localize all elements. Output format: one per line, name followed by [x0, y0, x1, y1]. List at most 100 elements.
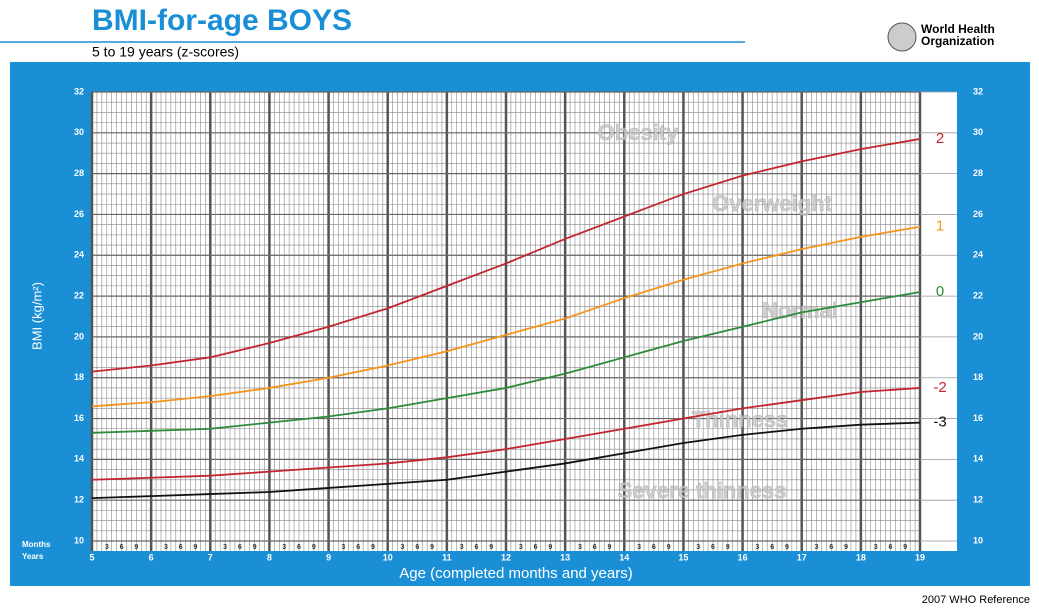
- y2-tick-label: 14: [973, 454, 983, 464]
- series-label: 1: [936, 218, 944, 235]
- month-tick-label: 9: [785, 544, 789, 551]
- y-tick-label: 20: [74, 331, 84, 341]
- month-tick-label: 6: [474, 544, 478, 551]
- month-tick-label: 3: [696, 544, 700, 551]
- y-tick-label: 30: [74, 127, 84, 137]
- month-tick-label: 9: [430, 544, 434, 551]
- x-tick-label: 8: [267, 552, 272, 562]
- month-tick-label: 9: [608, 544, 612, 551]
- x-tick-label: 6: [149, 552, 154, 562]
- month-tick-label: 3: [815, 544, 819, 551]
- month-tick-label: 9: [489, 544, 493, 551]
- month-tick-label: 9: [371, 544, 375, 551]
- month-tick-label: 9: [667, 544, 671, 551]
- y2-tick-label: 28: [973, 168, 983, 178]
- x-tick-label: 14: [619, 552, 629, 562]
- months-label: Months: [22, 540, 51, 549]
- month-tick-label: 3: [519, 544, 523, 551]
- org-name: World Health: [921, 22, 995, 36]
- month-tick-label: 6: [415, 544, 419, 551]
- y2-tick-label: 16: [973, 413, 983, 423]
- y-tick-label: 22: [74, 290, 84, 300]
- y-tick-label: 28: [74, 168, 84, 178]
- y2-tick-label: 26: [973, 209, 983, 219]
- series-label: -3: [933, 414, 946, 431]
- y-tick-label: 14: [74, 454, 84, 464]
- month-tick-label: 9: [548, 544, 552, 551]
- y-tick-label: 24: [74, 250, 84, 260]
- month-tick-label: 9: [726, 544, 730, 551]
- y-axis-label: BMI (kg/m²): [29, 282, 44, 350]
- series-line: [91, 138, 921, 373]
- region-label: Severe thinness: [618, 478, 787, 503]
- month-tick-label: 9: [194, 544, 198, 551]
- logo: [887, 22, 917, 52]
- month-tick-label: 3: [223, 544, 227, 551]
- month-tick-label: 3: [105, 544, 109, 551]
- month-tick-label: 6: [297, 544, 301, 551]
- month-tick-label: 9: [903, 544, 907, 551]
- y-tick-label: 12: [74, 495, 84, 505]
- x-tick-label: 16: [738, 552, 748, 562]
- month-tick-label: 6: [770, 544, 774, 551]
- y2-tick-label: 12: [973, 495, 983, 505]
- x-tick-label: 17: [797, 552, 807, 562]
- y-tick-label: 16: [74, 413, 84, 423]
- month-tick-label: 6: [888, 544, 892, 551]
- month-tick-label: 3: [401, 544, 405, 551]
- x-tick-label: 7: [208, 552, 213, 562]
- org-name: Organization: [921, 34, 994, 48]
- y2-tick-label: 24: [973, 250, 983, 260]
- y-tick-label: 32: [74, 86, 84, 96]
- month-tick-label: 3: [282, 544, 286, 551]
- chart-title: BMI-for-age BOYS: [92, 4, 352, 37]
- y-tick-label: 10: [74, 535, 84, 545]
- y2-tick-label: 32: [973, 86, 983, 96]
- x-axis-label: Age (completed months and years): [399, 565, 632, 582]
- month-tick-label: 6: [534, 544, 538, 551]
- series-label: -2: [933, 379, 946, 396]
- y2-tick-label: 22: [973, 290, 983, 300]
- month-tick-label: 6: [593, 544, 597, 551]
- y-tick-label: 26: [74, 209, 84, 219]
- chart-subtitle: 5 to 19 years (z-scores): [92, 44, 239, 60]
- month-tick-label: 3: [755, 544, 759, 551]
- series-label: 2: [936, 130, 944, 147]
- x-tick-label: 19: [915, 552, 925, 562]
- region-label: Obesity: [598, 120, 679, 145]
- month-tick-label: 9: [134, 544, 138, 551]
- y2-tick-label: 10: [973, 535, 983, 545]
- month-tick-label: 3: [341, 544, 345, 551]
- footer: 2007 WHO Reference: [922, 594, 1030, 606]
- month-tick-label: 6: [652, 544, 656, 551]
- month-tick-label: 6: [238, 544, 242, 551]
- y-tick-label: 18: [74, 372, 84, 382]
- month-tick-label: 3: [164, 544, 168, 551]
- month-tick-label: 9: [253, 544, 257, 551]
- month-tick-label: 3: [874, 544, 878, 551]
- region-label: Thinness: [692, 407, 789, 432]
- month-tick-label: 9: [844, 544, 848, 551]
- month-tick-label: 6: [120, 544, 124, 551]
- years-label: Years: [22, 552, 44, 561]
- series-label: 0: [936, 283, 944, 300]
- series-line: [91, 225, 921, 408]
- series-line: [91, 387, 921, 481]
- x-tick-label: 18: [856, 552, 866, 562]
- region-label: Overweight: [712, 191, 832, 216]
- y2-tick-label: 30: [973, 127, 983, 137]
- x-tick-label: 15: [678, 552, 688, 562]
- month-tick-label: 9: [312, 544, 316, 551]
- month-tick-label: 3: [578, 544, 582, 551]
- x-tick-label: 11: [442, 552, 452, 562]
- x-tick-label: 13: [560, 552, 570, 562]
- series-line: [91, 291, 921, 434]
- month-tick-label: 6: [179, 544, 183, 551]
- month-tick-label: 6: [711, 544, 715, 551]
- y2-tick-label: 18: [973, 372, 983, 382]
- month-tick-label: 6: [356, 544, 360, 551]
- month-tick-label: 6: [829, 544, 833, 551]
- x-tick-label: 12: [501, 552, 511, 562]
- x-tick-label: 10: [383, 552, 393, 562]
